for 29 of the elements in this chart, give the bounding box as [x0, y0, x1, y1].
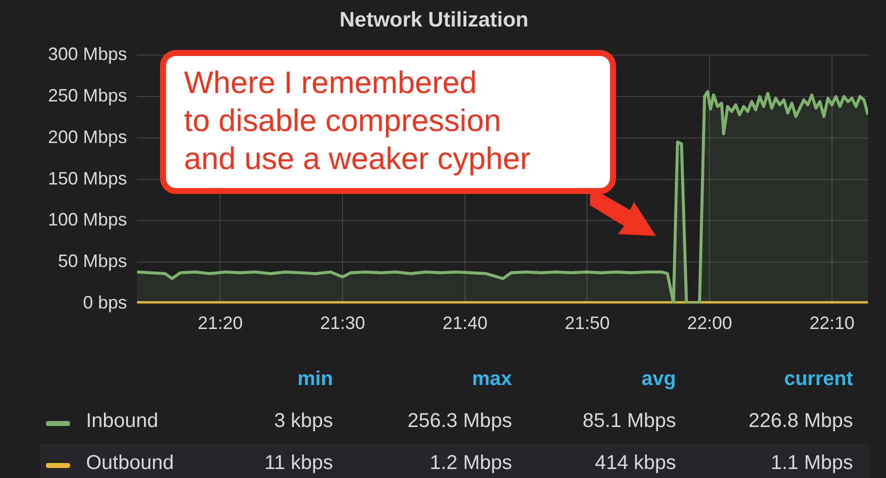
text: avg — [642, 368, 676, 391]
text: 226.8 Mbps — [748, 410, 853, 433]
text: 1.2 Mbps — [430, 452, 512, 475]
x-tick-label: 21:50 — [564, 313, 610, 334]
y-tick-label: 200 Mbps — [48, 126, 127, 147]
x-tick-label: 21:20 — [198, 313, 243, 334]
y-tick-label: 300 Mbps — [48, 44, 127, 64]
text: min — [297, 368, 333, 391]
text: 85.1 Mbps — [582, 410, 676, 433]
text: max — [472, 368, 512, 391]
text: 1.1 Mbps — [770, 452, 853, 475]
y-tick-label: 0 bps — [82, 292, 127, 312]
text: 414 kbps — [594, 452, 676, 475]
annotation: Where I remembered to disable compression and use a weaker cypher — [184, 64, 530, 178]
x-tick-label: 21:30 — [320, 313, 366, 334]
x-tick-label: 22:10 — [809, 313, 854, 334]
legend-label: Outbound — [86, 452, 174, 475]
text: current — [784, 368, 853, 391]
text: 3 kbps — [274, 410, 333, 433]
text: 256.3 Mbps — [407, 410, 512, 433]
y-tick-label: 100 Mbps — [48, 210, 127, 230]
text: 11 kbps — [264, 452, 333, 475]
x-tick-label: 22:00 — [687, 313, 732, 334]
y-tick-label: 50 Mbps — [58, 251, 127, 271]
y-tick-label: 150 Mbps — [48, 168, 127, 188]
x-tick-label: 21:40 — [442, 313, 488, 334]
chart-title: Network Utilization — [339, 8, 529, 32]
legend-label: Inbound — [86, 410, 158, 433]
y-tick-label: 250 Mbps — [48, 86, 127, 106]
